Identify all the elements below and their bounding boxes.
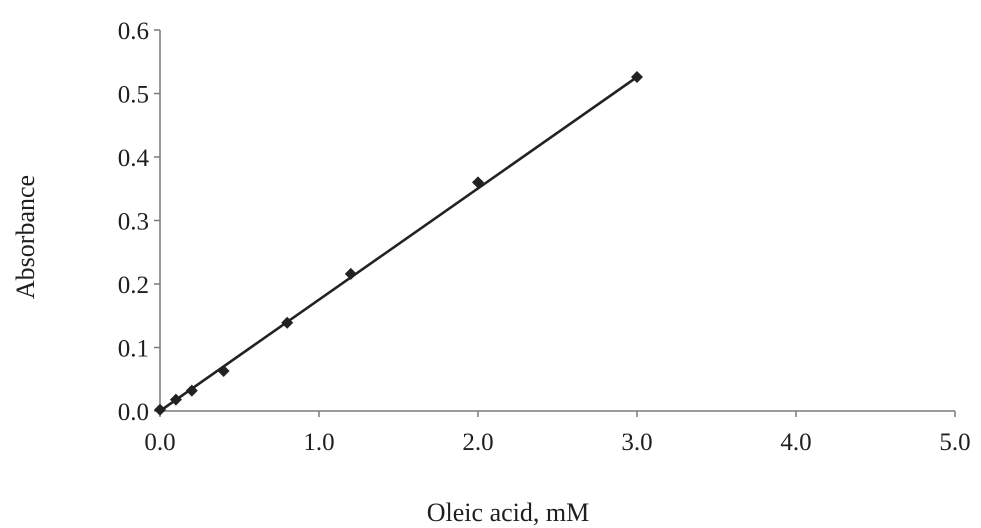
y-tick-label: 0.2 (118, 272, 149, 299)
y-tick-label: 0.3 (118, 209, 149, 236)
data-point-diamond (154, 403, 166, 416)
series-layer (154, 70, 643, 416)
data-point-diamond (344, 267, 357, 280)
y-tick-label: 0.4 (118, 145, 150, 172)
y-tick-label: 0.6 (118, 18, 149, 45)
plot-area: 0.0 0.1 0.2 0.3 0.4 0.5 0.6 0.0 1.0 2.0 3.0 4.0 5.0 (118, 18, 971, 456)
y-tick-label: 0.5 (118, 82, 149, 109)
x-tick-label: 4.0 (780, 429, 811, 456)
data-point-diamond (472, 176, 484, 189)
x-axis-title: Oleic acid, mM (427, 498, 589, 527)
x-axis-ticks: 0.0 1.0 2.0 3.0 4.0 5.0 (144, 411, 971, 456)
x-tick-label: 2.0 (462, 429, 493, 456)
x-tick-label: 0.0 (144, 429, 175, 456)
x-tick-label: 1.0 (303, 429, 334, 456)
data-point-diamond (169, 393, 182, 406)
x-tick-label: 3.0 (621, 429, 652, 456)
data-point-diamond (281, 316, 294, 329)
y-tick-label: 0.1 (118, 336, 149, 363)
data-point-diamond (185, 384, 198, 397)
data-point-diamond (631, 70, 643, 83)
y-tick-label: 0.0 (118, 399, 149, 426)
data-point-diamond (217, 364, 230, 377)
y-axis-ticks: 0.0 0.1 0.2 0.3 0.4 0.5 0.6 (118, 18, 160, 426)
y-axis-title: Absorbance (11, 175, 40, 299)
trendline (159, 75, 638, 413)
x-tick-label: 5.0 (939, 429, 970, 456)
